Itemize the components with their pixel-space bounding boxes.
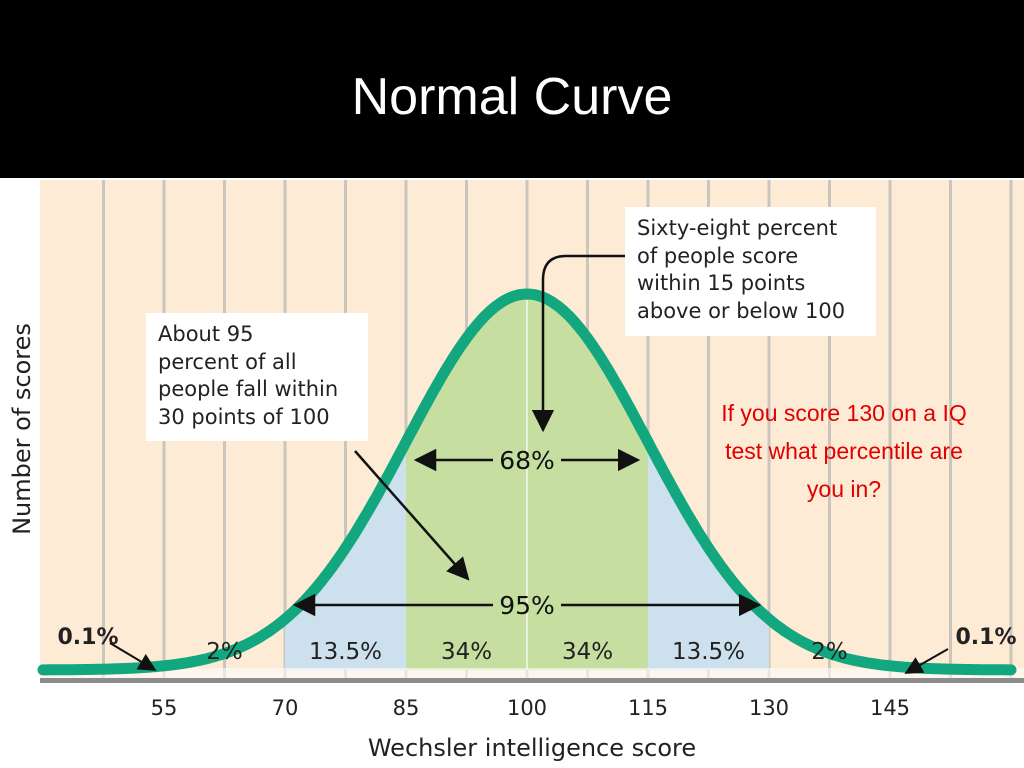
callout-line: Sixty-eight percent — [637, 216, 838, 240]
callout-line: above or below 100 — [637, 298, 846, 323]
x-tick-label: 145 — [870, 696, 910, 720]
slide-title: Normal Curve — [351, 68, 673, 126]
normal-curve — [37, 288, 1017, 676]
region-label: 34% — [562, 639, 613, 665]
callout-line: About 95 — [158, 322, 254, 346]
x-tick-label: 70 — [272, 696, 299, 720]
x-tick-label: 55 — [151, 696, 178, 720]
region-label: 13.5% — [672, 639, 745, 665]
title-bar — [0, 0, 1024, 178]
callout-ninety-five: About 95 percent of all people fall with… — [146, 313, 368, 441]
x-tick-label: 85 — [393, 696, 420, 720]
range-label: 95% — [499, 591, 555, 620]
x-axis-line — [40, 678, 1024, 683]
callout-line: 30 points of 100 — [158, 404, 330, 429]
region-label: 13.5% — [309, 639, 382, 665]
y-axis-label: Number of scores — [8, 323, 36, 535]
region-label: 34% — [441, 639, 492, 665]
callout-pointer-95 — [354, 450, 470, 581]
question-line: test what percentile are — [725, 438, 963, 464]
callout-line: percent of all — [158, 349, 297, 374]
region-label: 0.1% — [57, 625, 118, 650]
baseline-band — [40, 668, 1024, 679]
callout-line: people fall within — [158, 377, 339, 401]
question-line: you in? — [806, 476, 882, 502]
x-tick-label: 130 — [749, 696, 789, 720]
region-label: 2% — [811, 639, 848, 665]
x-tick-label: 115 — [628, 696, 668, 720]
region-label: 0.1% — [955, 625, 1016, 650]
region-label: 2% — [206, 639, 243, 665]
question-line: If you score 130 on a IQ — [721, 400, 967, 426]
tail-arrow-right — [904, 648, 949, 674]
callout-sixty-eight: Sixty-eight percent of people score with… — [625, 207, 876, 336]
callout-line: within 15 points — [637, 271, 806, 295]
x-axis-label: Wechsler intelligence score — [368, 734, 696, 762]
question-text: If you score 130 on a IQ test what perce… — [684, 394, 1004, 508]
tail-arrow-left — [109, 642, 157, 671]
callout-line: of people score — [637, 243, 799, 268]
x-tick-label: 100 — [507, 696, 547, 720]
range-label: 68% — [499, 446, 555, 475]
callout-pointer-68 — [531, 254, 625, 433]
